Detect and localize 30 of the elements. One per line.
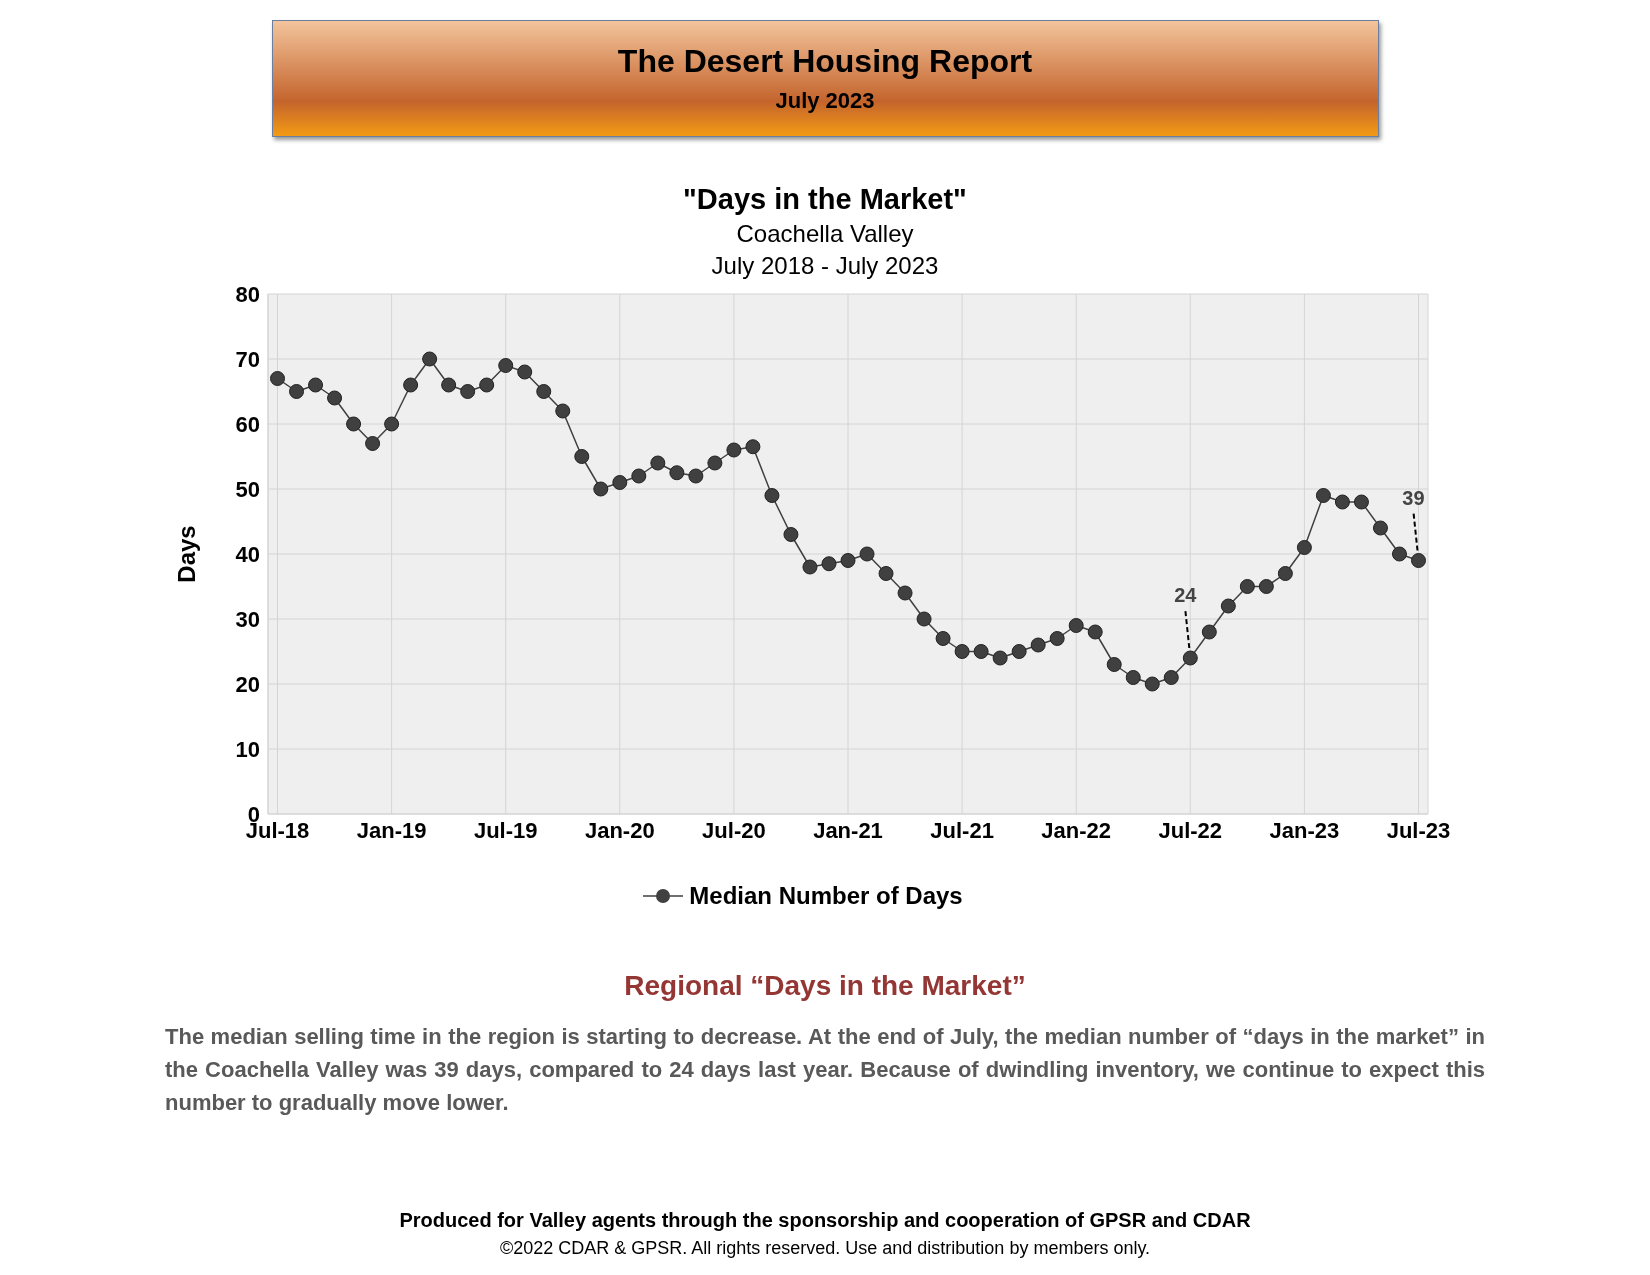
text: The median selling time in the region is starting to decrease. At the end of July, the median number of “days in the market” in the Coachella Valley was 39 days, compared to 24 days last year. Because of dwindling inventory, we continue to expect this number to gradually move lower. (165, 1023, 1485, 1117)
chart-title: "Days in the Market" (682, 183, 968, 216)
x-tick-label: Jul-21 (930, 817, 994, 843)
y-axis-title: Days (172, 525, 200, 583)
x-tick-label: Jul-22 (1158, 817, 1223, 843)
text: ©2022 CDAR & GPSR. All rights reserved. Use and distribution by members only. (498, 1238, 1152, 1259)
chart-subtitle: Coachella Valley July 2018 - July 2023 (710, 220, 940, 280)
annotation: 24 (1174, 584, 1198, 606)
x-tick-label: Jan-23 (1269, 817, 1340, 843)
y-tick-label: 60 (235, 411, 260, 437)
y-tick-label: 30 (235, 606, 260, 632)
x-tick-label: Jan-20 (584, 817, 655, 843)
text: The Desert Housing Report (616, 43, 1034, 80)
text: July 2023 (774, 88, 876, 114)
x-tick-label: Jan-22 (1041, 817, 1112, 843)
x-tick-label: Jul-19 (473, 817, 538, 843)
y-tick-label: 70 (235, 346, 260, 372)
text: Regional “Days in the Market” (623, 970, 1027, 1002)
x-tick-label: Jan-19 (356, 817, 427, 843)
y-tick-label: 40 (235, 541, 260, 567)
x-tick-label: Jan-21 (813, 817, 883, 843)
text: Produced for Valley agents through the sponsorship and cooperation of GPSR and CDAR (398, 1209, 1252, 1232)
x-tick-label: Jul-20 (702, 817, 766, 843)
y-tick-label: 20 (235, 671, 260, 697)
y-tick-label: 10 (235, 736, 260, 762)
annotation: 39 (1402, 486, 1425, 509)
legend-label: Median Number of Days (688, 882, 963, 910)
y-tick-label: 80 (235, 281, 260, 307)
y-tick-label: 50 (235, 476, 260, 502)
x-tick-label: Jul-23 (1386, 817, 1451, 843)
